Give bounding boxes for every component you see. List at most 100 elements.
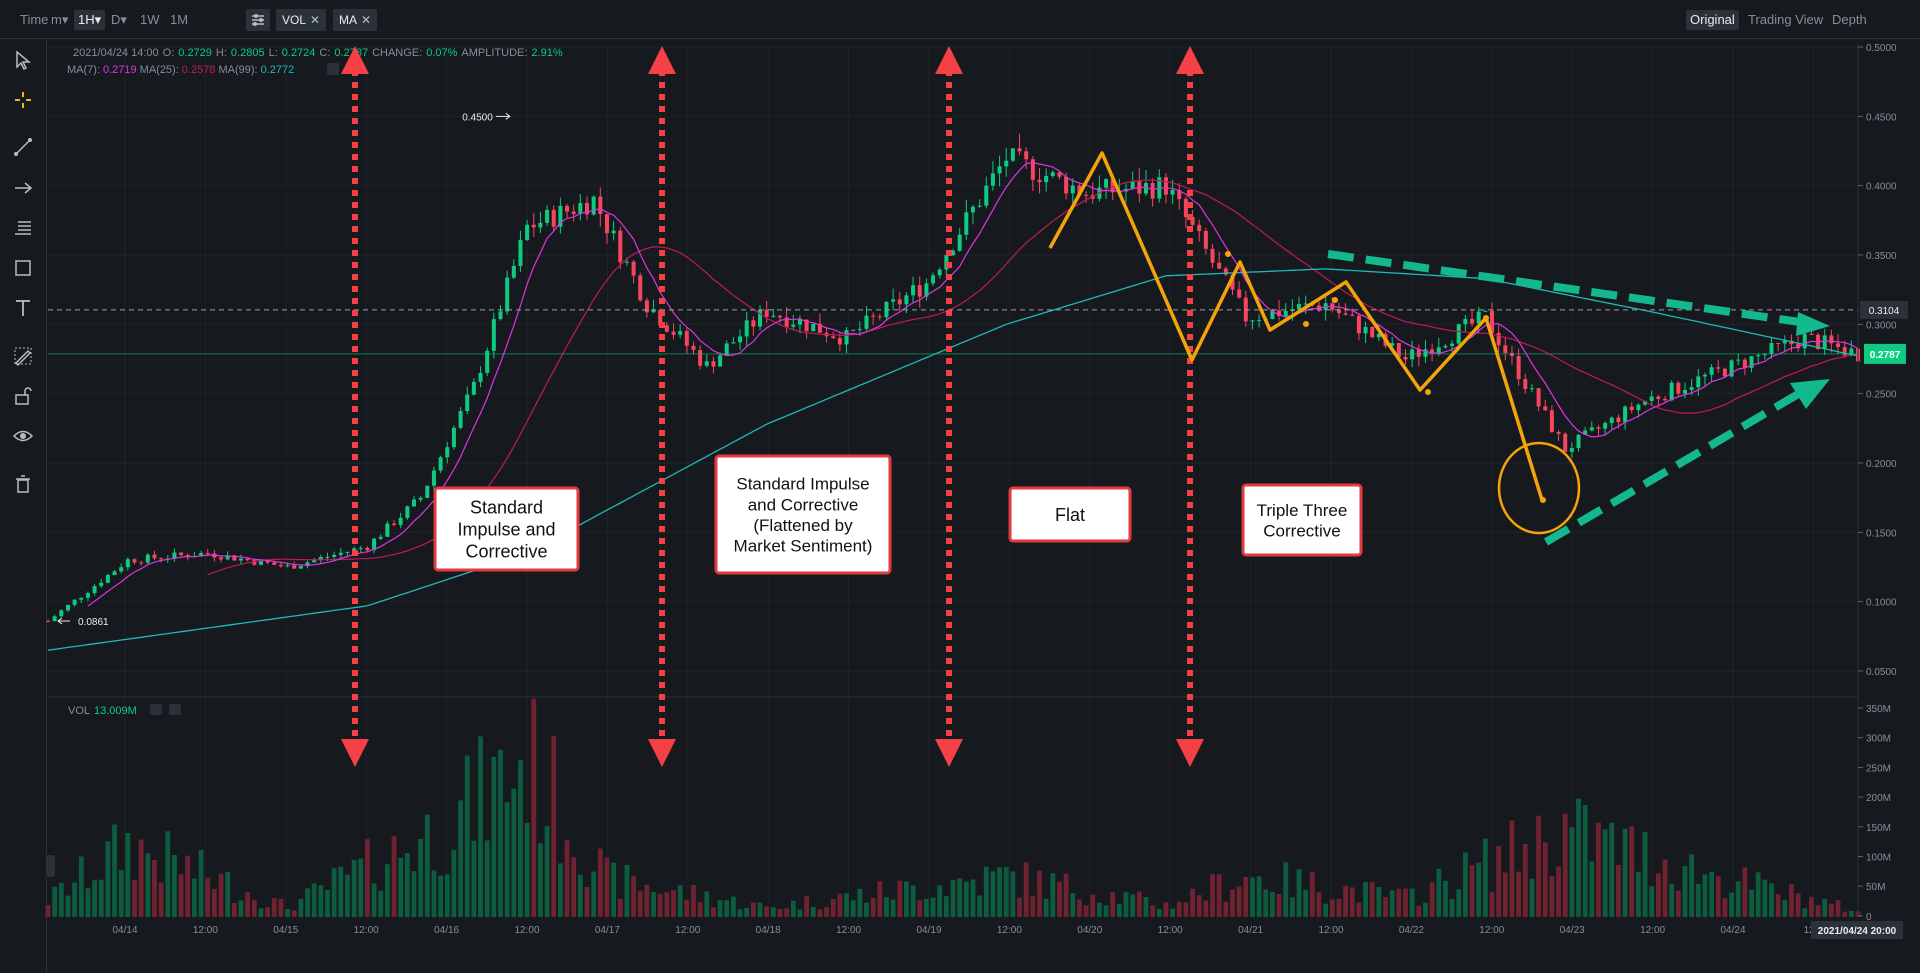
volume-bar: [1462, 852, 1468, 917]
candle-body: [365, 547, 370, 551]
ohlc-info-part: L:: [269, 47, 278, 59]
volume-bar: [1729, 892, 1734, 917]
orange-wave-point: [1303, 321, 1309, 327]
volume-bar: [225, 871, 231, 917]
volume-bar: [857, 888, 863, 917]
pencil-ruler-icon[interactable]: [12, 345, 34, 367]
candle-body: [1676, 382, 1681, 394]
volume-bar: [591, 871, 597, 917]
volume-tick-label: 250M: [1866, 763, 1891, 774]
volume-bar: [431, 870, 437, 917]
candle-body: [990, 173, 995, 186]
volume-bar: [1775, 894, 1781, 917]
volume-settings-button[interactable]: [169, 704, 181, 715]
lock-icon[interactable]: [12, 385, 34, 407]
time-tick-label: 12:00: [1479, 925, 1504, 936]
candle-body: [59, 610, 64, 617]
candle-body: [438, 457, 443, 471]
candle-body: [498, 311, 503, 320]
volume-bar: [1050, 873, 1056, 917]
month-interval-button[interactable]: 1M: [170, 12, 189, 27]
time-button[interactable]: Time: [20, 12, 49, 27]
view-tradingview-tab[interactable]: Trading View: [1748, 12, 1824, 27]
volume-bar: [777, 909, 783, 917]
ohlc-info-part: 2021/04/24 14:00: [73, 47, 159, 59]
candle-body: [698, 350, 703, 366]
cursor-icon[interactable]: [12, 49, 34, 71]
candle-body: [951, 250, 955, 256]
text-icon[interactable]: [12, 297, 34, 319]
candle-body: [1150, 182, 1155, 199]
arrow-icon[interactable]: [12, 177, 34, 199]
fib-icon[interactable]: [12, 217, 34, 239]
candle-body: [1509, 352, 1514, 357]
ma-indicator-chip[interactable]: MA ✕: [333, 9, 378, 31]
candle-body: [744, 320, 749, 337]
eye-icon[interactable]: [12, 425, 34, 447]
volume-bar: [132, 879, 137, 917]
trendline-icon[interactable]: [12, 136, 34, 158]
candle-body: [1110, 179, 1115, 193]
rectangle-icon[interactable]: [12, 257, 34, 279]
close-icon[interactable]: ✕: [310, 13, 321, 27]
volume-bar: [1023, 862, 1029, 917]
candle-body: [398, 517, 403, 526]
volume-bar: [451, 849, 457, 917]
trash-icon[interactable]: [12, 473, 34, 495]
volume-visibility-toggle[interactable]: [150, 704, 162, 715]
collapse-panel-handle[interactable]: [47, 855, 55, 877]
crosshair-icon[interactable]: [12, 89, 34, 111]
vol-indicator-chip[interactable]: VOL ✕: [276, 9, 327, 31]
candle-body: [1283, 310, 1288, 317]
candle-body: [1077, 185, 1082, 195]
volume-bar: [325, 889, 330, 917]
volume-bar: [98, 879, 104, 917]
day-interval-dropdown[interactable]: D▾: [111, 12, 127, 27]
candle-body: [997, 166, 1002, 174]
volume-bar: [1562, 813, 1568, 917]
ma7-line: [87, 162, 1859, 607]
ma-visibility-toggle[interactable]: [327, 63, 339, 75]
view-depth-tab[interactable]: Depth: [1832, 12, 1867, 27]
price-tick-label: 0.1000: [1866, 598, 1897, 609]
candle-body: [1210, 248, 1215, 263]
price-tick-label: 0.3000: [1866, 320, 1897, 331]
week-interval-button[interactable]: 1W: [140, 12, 160, 27]
volume-bar: [1230, 889, 1235, 917]
candle-body: [1343, 313, 1348, 315]
close-icon[interactable]: ✕: [361, 13, 372, 27]
candle-body: [1596, 427, 1601, 429]
candle-body: [1336, 309, 1341, 314]
hour-interval-dropdown[interactable]: 1H▾: [74, 10, 106, 30]
candle-body: [1257, 320, 1262, 322]
volume-bar: [1236, 886, 1242, 917]
indicator-settings-button[interactable]: [246, 9, 270, 31]
volume-bar: [1090, 894, 1096, 917]
candle-body: [1589, 427, 1594, 431]
vol-chip-label: VOL: [282, 13, 307, 27]
candle-body: [1576, 434, 1581, 449]
volume-bar: [904, 881, 909, 917]
candle-body: [1682, 390, 1687, 394]
candle-body: [119, 567, 124, 572]
volume-bar: [817, 909, 823, 917]
volume-bar: [1842, 911, 1848, 917]
candle-body: [1130, 181, 1135, 189]
volume-bar: [531, 698, 537, 917]
candle-body: [338, 552, 343, 555]
volume-bar: [112, 824, 117, 917]
candle-body: [1017, 148, 1022, 152]
minute-interval-dropdown[interactable]: m▾: [51, 12, 69, 27]
candle-body: [624, 261, 629, 263]
candle-body: [857, 328, 862, 330]
view-original-tab[interactable]: Original: [1686, 10, 1739, 30]
volume-bar: [138, 839, 144, 917]
volume-bar: [1609, 822, 1615, 917]
red-arrowhead-up-icon: [648, 46, 676, 74]
candle-body: [957, 234, 962, 251]
candle-body: [252, 560, 257, 565]
volume-bar: [1083, 905, 1089, 917]
ohlc-info-part: 0.2724: [282, 47, 316, 59]
time-tick-label: 04/24: [1720, 925, 1745, 936]
